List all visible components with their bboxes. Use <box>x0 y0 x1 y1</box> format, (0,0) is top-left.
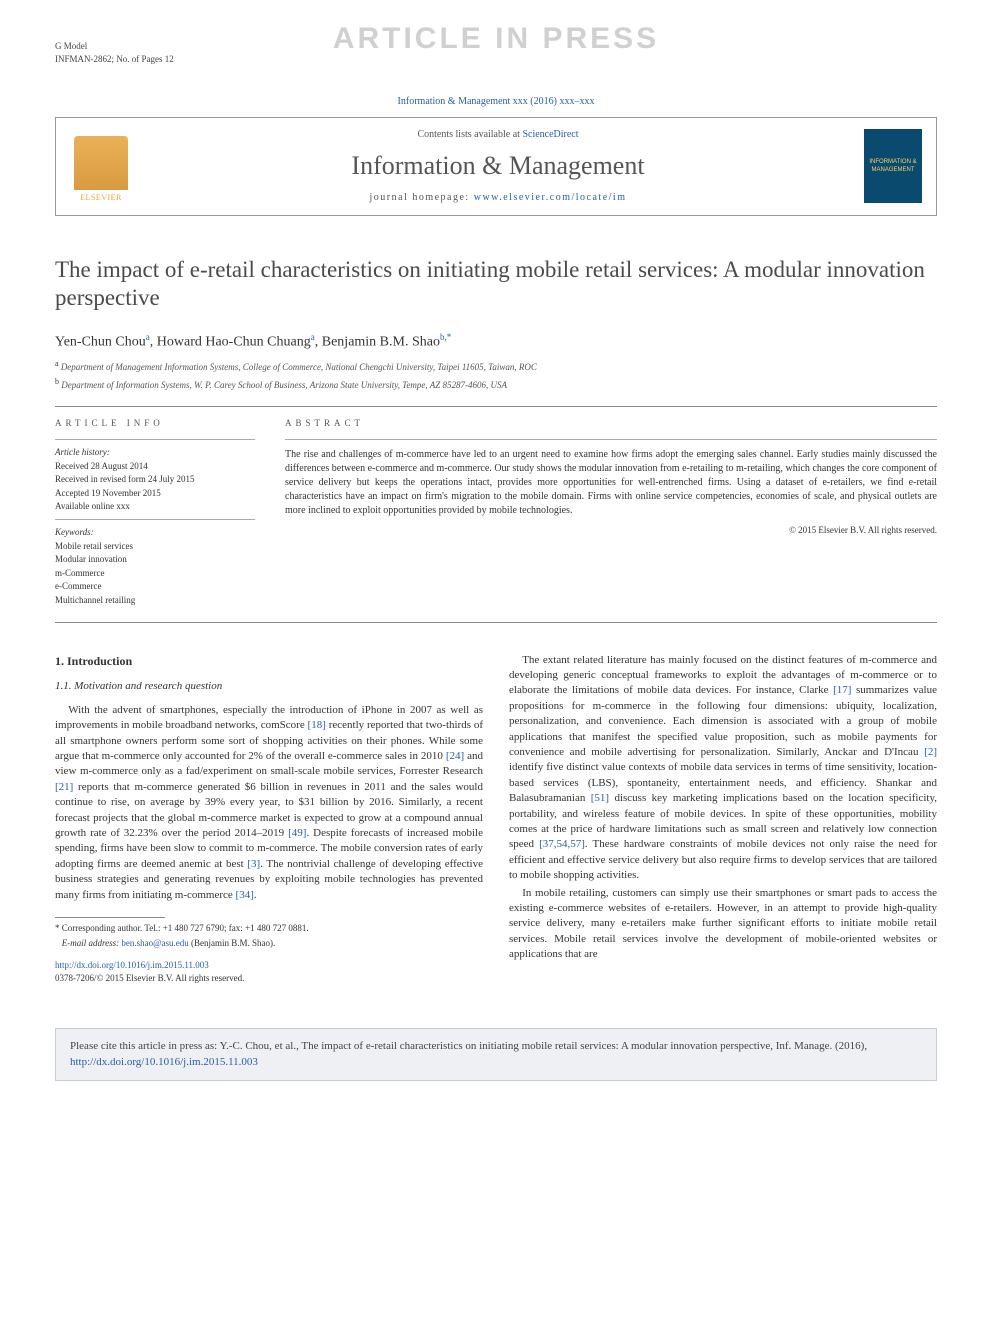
ref-18[interactable]: [18] <box>308 719 326 731</box>
sciencedirect-link[interactable]: ScienceDirect <box>522 129 578 140</box>
p1g: . <box>254 889 257 901</box>
ref-17[interactable]: [17] <box>833 684 851 696</box>
journal-cover-thumb: INFORMATION & MANAGEMENT <box>864 129 922 203</box>
cite-box: Please cite this article in press as: Y.… <box>55 1028 937 1081</box>
corresponding-footnote: * Corresponding author. Tel.: +1 480 727… <box>55 922 483 935</box>
ref-34[interactable]: [34] <box>236 889 254 901</box>
ref-24[interactable]: [24] <box>446 750 464 762</box>
abstract-copyright: © 2015 Elsevier B.V. All rights reserved… <box>285 524 937 537</box>
elsevier-logo: ELSEVIER <box>70 129 132 203</box>
abstract: ABSTRACT The rise and challenges of m-co… <box>285 417 937 608</box>
homepage-line: journal homepage: www.elsevier.com/locat… <box>144 191 852 205</box>
section-1-heading: 1. Introduction <box>55 653 483 670</box>
doi-block: http://dx.doi.org/10.1016/j.im.2015.11.0… <box>55 959 483 984</box>
body-columns: 1. Introduction 1.1. Motivation and rese… <box>55 653 937 985</box>
section-1-1-heading: 1.1. Motivation and research question <box>55 679 483 694</box>
author-email-link[interactable]: ben.shao@asu.edu <box>121 938 188 948</box>
page: G Model INFMAN-2862; No. of Pages 12 ART… <box>0 0 992 1004</box>
revised-date: Received in revised form 24 July 2015 <box>55 473 255 486</box>
received-date: Received 28 August 2014 <box>55 460 255 473</box>
ref-3[interactable]: [3] <box>247 858 260 870</box>
homepage-link[interactable]: www.elsevier.com/locate/im <box>474 192 627 203</box>
contents-prefix: Contents lists available at <box>417 129 522 140</box>
abstract-text: The rise and challenges of m-commerce ha… <box>285 448 937 518</box>
ref-2[interactable]: [2] <box>924 746 937 758</box>
article-info-label: ARTICLE INFO <box>55 417 255 430</box>
keyword-3: m-Commerce <box>55 567 255 580</box>
history-head: Article history: <box>55 446 255 459</box>
online-date: Available online xxx <box>55 500 255 513</box>
ref-49[interactable]: [49] <box>288 827 306 839</box>
affiliation-a: a Department of Management Information S… <box>55 358 937 374</box>
issn-copyright: 0378-7206/© 2015 Elsevier B.V. All right… <box>55 973 244 983</box>
author-2: Howard Hao-Chun Chuang <box>157 335 311 350</box>
author-list: Yen-Chun Choua, Howard Hao-Chun Chuanga,… <box>55 331 937 352</box>
journal-header: ELSEVIER Contents lists available at Sci… <box>55 117 937 215</box>
author-1-sup: a <box>146 332 150 342</box>
footnote-block: * Corresponding author. Tel.: +1 480 727… <box>55 917 483 984</box>
cite-doi-link[interactable]: http://dx.doi.org/10.1016/j.im.2015.11.0… <box>70 1056 258 1068</box>
journal-title: Information & Management <box>144 148 852 184</box>
paragraph-2: The extant related literature has mainly… <box>509 653 937 884</box>
ref-37-54-57[interactable]: [37,54,57] <box>539 838 585 850</box>
footnote-rule <box>55 917 165 918</box>
watermark: ARTICLE IN PRESS <box>0 18 992 60</box>
email-label: E-mail address: <box>62 938 122 948</box>
abstract-label: ABSTRACT <box>285 417 937 430</box>
elsevier-label: ELSEVIER <box>80 192 122 203</box>
email-footnote: E-mail address: ben.shao@asu.edu (Benjam… <box>55 937 483 950</box>
divider <box>55 406 937 407</box>
author-1: Yen-Chun Chou <box>55 335 146 350</box>
keyword-5: Multichannel retailing <box>55 594 255 607</box>
doi-link[interactable]: http://dx.doi.org/10.1016/j.im.2015.11.0… <box>55 960 209 970</box>
email-suffix: (Benjamin B.M. Shao). <box>189 938 276 948</box>
info-abstract-row: ARTICLE INFO Article history: Received 2… <box>55 417 937 608</box>
cover-text: INFORMATION & MANAGEMENT <box>868 158 918 175</box>
paragraph-3: In mobile retailing, customers can simpl… <box>509 886 937 963</box>
affiliation-a-text: Department of Management Information Sys… <box>61 362 537 372</box>
affiliation-b: b Department of Information Systems, W. … <box>55 376 937 392</box>
keyword-2: Modular innovation <box>55 553 255 566</box>
keywords-block: Keywords: Mobile retail services Modular… <box>55 526 255 607</box>
keywords-head: Keywords: <box>55 526 255 539</box>
ref-21[interactable]: [21] <box>55 781 73 793</box>
affiliation-b-text: Department of Information Systems, W. P.… <box>61 380 507 390</box>
paragraph-1: With the advent of smartphones, especial… <box>55 703 483 903</box>
ref-51[interactable]: [51] <box>591 792 609 804</box>
header-center: Contents lists available at ScienceDirec… <box>144 128 852 204</box>
article-title: The impact of e-retail characteristics o… <box>55 256 937 314</box>
cite-text: Please cite this article in press as: Y.… <box>70 1040 867 1052</box>
elsevier-tree-icon <box>74 136 128 190</box>
keyword-1: Mobile retail services <box>55 540 255 553</box>
accepted-date: Accepted 19 November 2015 <box>55 487 255 500</box>
author-3-sup: b,* <box>440 332 451 342</box>
homepage-prefix: journal homepage: <box>370 192 474 203</box>
article-info: ARTICLE INFO Article history: Received 2… <box>55 417 255 608</box>
journal-reference: Information & Management xxx (2016) xxx–… <box>55 95 937 109</box>
divider-2 <box>55 622 937 623</box>
author-2-sup: a <box>311 332 315 342</box>
author-3: Benjamin B.M. Shao <box>322 335 440 350</box>
keyword-4: e-Commerce <box>55 580 255 593</box>
contents-line: Contents lists available at ScienceDirec… <box>144 128 852 142</box>
